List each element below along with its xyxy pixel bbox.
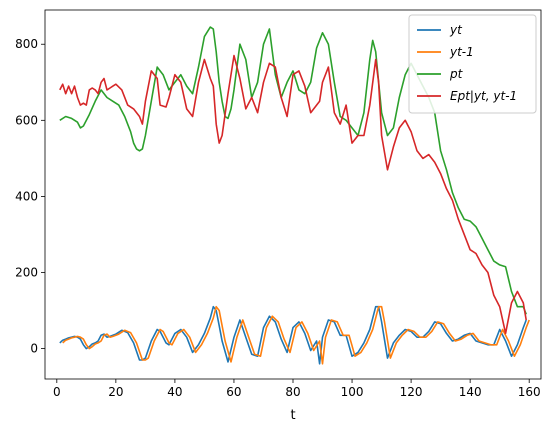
legend-label-2: pt (449, 67, 464, 81)
y-tick-label: 0 (30, 342, 38, 356)
series-line-3 (59, 54, 527, 335)
x-tick-label: 160 (518, 385, 541, 399)
series-line-2 (59, 26, 527, 315)
y-tick-label: 200 (15, 265, 38, 279)
y-tick-label: 400 (15, 189, 38, 203)
x-tick-label: 80 (285, 385, 300, 399)
legend: yt yt-1 pt Ept|yt, yt-1 (408, 14, 537, 114)
legend-label-1: yt-1 (449, 45, 474, 59)
y-tick-label: 800 (15, 37, 38, 51)
legend-label-0: yt (449, 23, 463, 37)
legend-items: yt yt-1 pt Ept|yt, yt-1 (417, 23, 517, 103)
series-line-1 (62, 305, 530, 365)
legend-box (408, 14, 537, 114)
ticks-layer: 0 20 40 60 80 100 120 140 160 0 200 400 600 800 (15, 37, 541, 399)
x-axis-title: t (290, 408, 295, 423)
x-tick-label: 120 (400, 385, 423, 399)
x-tick-label: 100 (341, 385, 364, 399)
x-tick-label: 60 (226, 385, 241, 399)
x-tick-label: 20 (108, 385, 123, 399)
x-tick-label: 0 (53, 385, 61, 399)
x-tick-label: 40 (167, 385, 182, 399)
series-line-0 (59, 305, 527, 365)
y-tick-label: 600 (15, 113, 38, 127)
legend-label-3: Ept|yt, yt-1 (450, 89, 517, 103)
series-layer (59, 26, 530, 365)
x-tick-label: 140 (459, 385, 482, 399)
